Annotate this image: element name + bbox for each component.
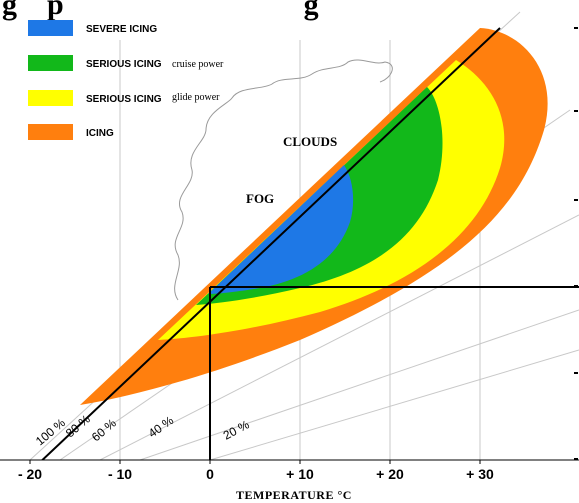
legend-item: SERIOUS ICING glide power (28, 90, 220, 106)
x-axis-ticks: - 20 - 10 0 + 10 + 20 + 30 (18, 460, 494, 482)
legend-swatch (28, 124, 73, 140)
guide-line (139, 309, 579, 460)
humidity-label: 20 % (221, 417, 252, 442)
humidity-label: 40 % (146, 413, 177, 440)
right-axis-ticks (574, 27, 578, 460)
x-tick-label: - 20 (18, 466, 42, 482)
humidity-label: 100 % (33, 415, 68, 448)
right-tick (574, 27, 578, 29)
cloud-outline (174, 59, 393, 301)
saturation-line (40, 27, 501, 460)
legend: SEVERE ICING SERIOUS ICING cruise power … (28, 20, 224, 140)
icing-zone-blue (208, 165, 354, 294)
clouds-annotation: CLOUDS (283, 134, 337, 149)
right-tick (574, 110, 578, 112)
right-tick (574, 285, 578, 287)
guide-line (99, 214, 579, 460)
x-tick-label: + 10 (286, 466, 314, 482)
x-tick-label: + 30 (466, 466, 494, 482)
legend-swatch (28, 55, 73, 71)
x-tick-label: - 10 (108, 466, 132, 482)
legend-swatch (28, 20, 73, 36)
fog-annotation: FOG (246, 191, 274, 206)
legend-label: ICING (86, 128, 114, 139)
humidity-label: 60 % (89, 416, 119, 445)
legend-label: SEVERE ICING (86, 24, 157, 35)
legend-item: SERIOUS ICING cruise power (28, 55, 224, 71)
x-axis-label: TEMPERATURE °C (236, 488, 352, 502)
legend-swatch (28, 90, 73, 106)
right-tick (574, 458, 578, 460)
chart-title-fragment: g p g (2, 0, 319, 21)
legend-note: cruise power (172, 59, 224, 70)
legend-label: SERIOUS ICING (86, 94, 162, 105)
legend-note: glide power (172, 92, 220, 103)
plot-area (29, 11, 579, 460)
right-tick (574, 372, 578, 374)
x-tick-label: 0 (206, 466, 214, 482)
right-tick (574, 199, 578, 201)
legend-label: SERIOUS ICING (86, 59, 162, 70)
x-tick-label: + 20 (376, 466, 404, 482)
legend-item: SEVERE ICING (28, 20, 157, 36)
legend-item: ICING (28, 124, 114, 140)
guide-line (209, 349, 579, 460)
